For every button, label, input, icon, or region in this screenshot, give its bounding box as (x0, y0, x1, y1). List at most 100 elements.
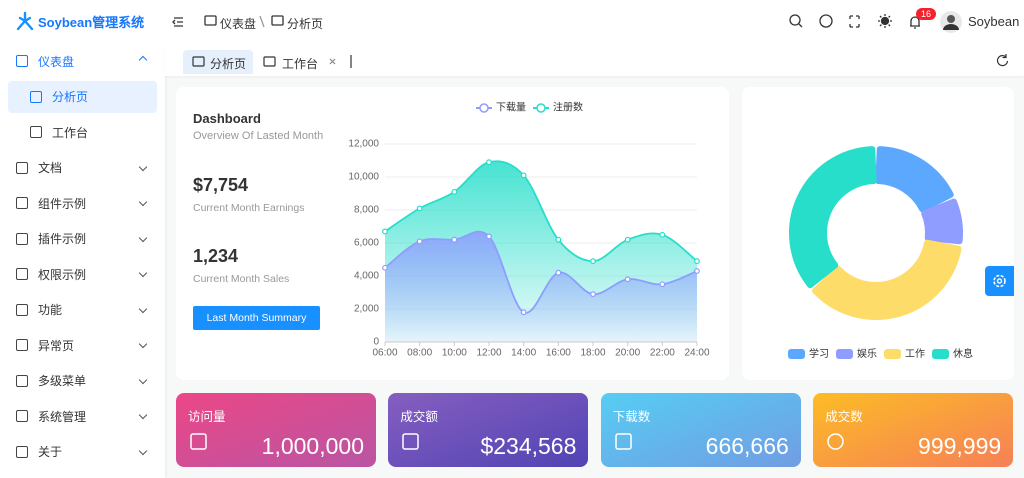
breadcrumb-icon (204, 15, 217, 26)
breadcrumb-item[interactable]: 分析页 (287, 17, 324, 31)
menu-item[interactable]: 文档 (16, 152, 151, 184)
legend-label[interactable]: 学习 (809, 347, 829, 360)
summary-title: Dashboard (193, 111, 261, 126)
submenu-item[interactable]: 工作台 (30, 116, 150, 148)
icon-shape (615, 433, 632, 450)
stat-card: 访问量 1,000,000 (176, 393, 376, 467)
point (590, 258, 596, 265)
badge (916, 8, 936, 20)
legend-marker (479, 103, 489, 113)
collapse-icon[interactable] (172, 17, 183, 27)
legend-marker (836, 349, 853, 359)
tab-icons (192, 54, 1009, 68)
y-tick-label: 8,000 (354, 205, 379, 216)
header: 仪表盘 分析页 16 Soybean (165, 0, 1024, 45)
stat-value: $234,568 (480, 433, 577, 459)
point (520, 172, 527, 179)
separator (259, 15, 265, 28)
menu-icon (30, 126, 42, 138)
menu-label: 插件示例 (38, 232, 87, 246)
legend-label[interactable]: 注册数 (553, 101, 583, 114)
stat-value: 1,000,000 (261, 433, 364, 459)
summary-subtitle: Overview Of Lasted Month (193, 130, 324, 142)
point (416, 205, 423, 212)
menu-icon (16, 55, 28, 67)
menu-icon (30, 90, 42, 103)
legend-marker (536, 103, 546, 113)
menu-item[interactable]: 关于 (16, 436, 151, 468)
point (555, 236, 562, 243)
settings-button[interactable] (985, 266, 1014, 296)
y-tick-label: 4,000 (354, 271, 379, 282)
donut-slice (789, 146, 877, 289)
menu-label: 多级菜单 (38, 374, 87, 388)
sales-label: Current Month Sales (193, 273, 290, 285)
line (384, 160, 698, 263)
stat-icon (827, 433, 844, 450)
legend-label[interactable]: 工作 (905, 348, 925, 360)
menu-label: 功能 (38, 303, 63, 317)
menu-item[interactable]: 多级菜单 (16, 365, 151, 397)
point (520, 309, 527, 316)
tab-label[interactable]: 工作台 (282, 57, 319, 71)
summary-button[interactable]: Last Month Summary (193, 306, 320, 330)
search-icon[interactable] (789, 14, 801, 26)
github-icon[interactable] (819, 14, 833, 28)
donut-chart: 学习 娱乐 工作 休息 (788, 146, 973, 360)
menu-item[interactable]: 系统管理 (16, 400, 151, 432)
user-name[interactable]: Soybean (968, 14, 1020, 29)
menu-icon (16, 232, 28, 245)
icon-shape (402, 433, 420, 450)
theme-icon[interactable] (880, 16, 890, 26)
legend-label[interactable]: 下载量 (496, 102, 526, 114)
menu-active-bg (8, 80, 157, 113)
menu-item[interactable]: 功能 (16, 294, 151, 326)
menu-label: 系统管理 (38, 409, 87, 424)
donut-slice (921, 198, 963, 245)
menu-icon (16, 161, 28, 174)
menu-label: 组件示例 (38, 196, 87, 211)
line (384, 230, 698, 314)
stat-value: 666,666 (705, 433, 789, 459)
sales: 1,234 (193, 246, 239, 266)
menu-icon (16, 268, 28, 280)
stat-icon (190, 433, 207, 450)
menu-item[interactable]: 异常页 (16, 329, 151, 361)
menu-label: 关于 (38, 445, 63, 459)
y-tick-label: 12,000 (348, 139, 379, 150)
tab-active[interactable] (183, 50, 253, 74)
x-tick-label: 08:00 (407, 348, 432, 359)
menu-item[interactable]: 仪表盘 (16, 45, 151, 77)
sidebar: Soybean管理系统 仪表盘 分析页 工作台 文档 组件示例 插件示例 权限示例 功能 异常页… (0, 0, 165, 478)
legend-label[interactable]: 休息 (953, 347, 973, 360)
stat-card: 成交数 999,999 (813, 393, 1014, 467)
point (624, 276, 631, 283)
stat-title: 下载数 (612, 410, 651, 424)
fullscreen-icon[interactable] (849, 15, 860, 28)
bell-icon[interactable] (910, 16, 920, 29)
tab-bar: 分析页 工作台 (165, 44, 1024, 76)
x-tick-label: 18:00 (580, 348, 605, 359)
stat-title: 成交数 (825, 410, 863, 424)
gear-icon (993, 274, 1006, 288)
legend-marker (932, 349, 949, 359)
submenu-label: 工作台 (52, 125, 89, 140)
breadcrumb-item[interactable]: 仪表盘 (220, 17, 257, 31)
stat-card: 成交额 $234,568 (388, 393, 589, 467)
y-tick-label: 10,000 (348, 172, 379, 183)
menu-label: 异常页 (38, 338, 75, 353)
y-tick-label: 2,000 (354, 304, 379, 315)
tab-label[interactable]: 分析页 (210, 57, 247, 71)
x-tick-label: 24:00 (684, 348, 709, 359)
menu-item[interactable]: 插件示例 (16, 223, 151, 255)
menu-item[interactable]: 组件示例 (16, 187, 151, 219)
reload-icon[interactable] (996, 54, 1009, 67)
close-icon[interactable] (329, 58, 336, 65)
submenu-item[interactable]: 分析页 (30, 81, 150, 113)
menu-item[interactable]: 权限示例 (16, 258, 151, 290)
donut-slice (875, 146, 954, 213)
point (451, 188, 458, 195)
x-tick-label: 20:00 (615, 348, 640, 359)
point (694, 258, 700, 265)
legend-label[interactable]: 娱乐 (857, 347, 877, 360)
